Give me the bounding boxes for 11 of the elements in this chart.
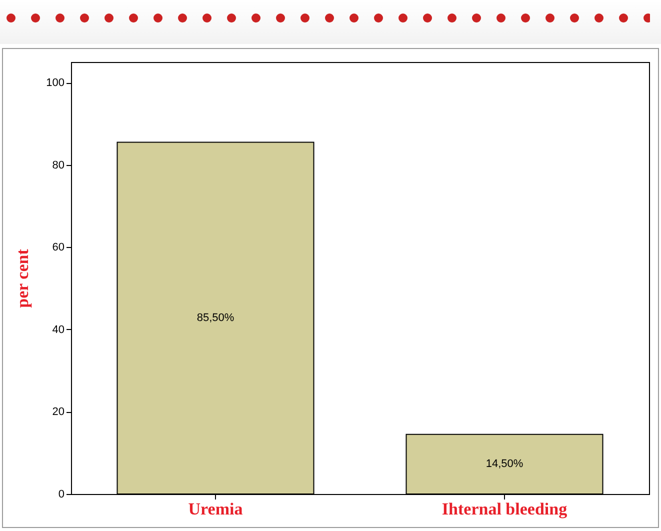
x-tick-label: Uremia <box>188 500 244 518</box>
data-label: 85,50% <box>196 312 234 324</box>
y-tick-label: 80 <box>52 159 64 172</box>
y-tick-label: 60 <box>52 242 64 254</box>
x-tick-label: Ihternal bleeding <box>442 500 568 518</box>
y-axis-title: per cent <box>13 248 32 308</box>
y-tick-label: 100 <box>46 77 64 90</box>
y-tick-label: 20 <box>52 406 64 418</box>
data-label: 14,50% <box>486 458 524 470</box>
y-tick-label: 0 <box>58 488 64 500</box>
y-tick-label: 40 <box>52 324 64 336</box>
